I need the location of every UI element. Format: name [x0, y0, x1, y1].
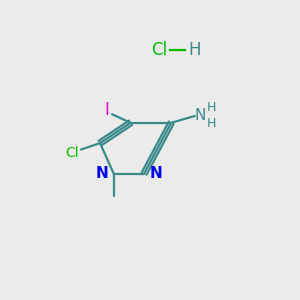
Text: H: H	[188, 41, 200, 59]
Text: N: N	[96, 166, 108, 181]
Text: N: N	[149, 166, 162, 181]
Text: Cl: Cl	[151, 41, 167, 59]
Text: Cl: Cl	[65, 146, 79, 161]
Text: H: H	[206, 101, 216, 114]
Text: N: N	[194, 108, 206, 123]
Text: H: H	[206, 117, 216, 130]
Text: I: I	[105, 100, 110, 118]
